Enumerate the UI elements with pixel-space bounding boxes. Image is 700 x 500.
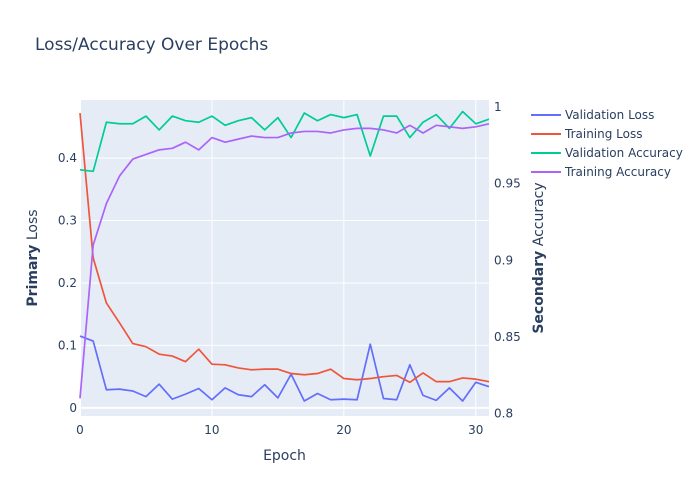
y-secondary-tick-label-0: 0.8 [494,407,513,421]
y-axis-primary-title-rest: Loss [25,209,41,244]
y-secondary-tick-label-2: 0.9 [494,253,513,267]
y-secondary-tick-label-1: 0.85 [494,330,521,344]
y-secondary-tick-label-4: 1 [494,100,502,114]
grid-layer [79,100,489,416]
y-axis-primary-title: Primary Loss [25,209,41,306]
x-tick-label-0: 0 [76,423,84,437]
legend-label-training-accuracy: Training Accuracy [564,165,671,179]
axis-layer: 0 10 20 30 0 0.1 0.2 0.3 0.4 0.8 0.85 0.9 0.95 1 [58,100,521,437]
x-tick-label-2: 20 [336,423,351,437]
series-line-training-accuracy [79,122,490,399]
legend-label-validation-loss: Validation Loss [565,108,654,122]
legend-label-validation-accuracy: Validation Accuracy [565,146,683,160]
y-primary-tick-label-0: 0 [69,401,77,415]
y-axis-primary-title-bold: Primary [25,245,41,307]
y-secondary-tick-label-3: 0.95 [494,177,521,191]
series-line-training-loss [79,113,490,384]
y-axis-secondary-title: Secondary Accuracy [531,182,547,333]
legend-label-training-loss: Training Loss [564,127,642,141]
plot-background [80,100,489,416]
series-layer [79,110,490,402]
series-line-validation-loss [79,335,490,402]
x-tick-label-1: 10 [204,423,219,437]
y-axis-secondary-title-bold: Secondary [531,251,547,334]
chart-title: Loss/Accuracy Over Epochs [35,35,268,55]
series-line-validation-accuracy [79,110,490,173]
x-tick-label-3: 30 [468,423,483,437]
y-axis-secondary-title-rest: Accuracy [531,182,547,250]
y-primary-tick-label-4: 0.4 [58,151,77,165]
y-primary-tick-label-3: 0.3 [58,214,77,228]
x-axis-title: Epoch [263,448,306,464]
legend: Validation Loss Training Loss Validation A… [531,108,683,179]
y-primary-tick-label-2: 0.2 [58,276,77,290]
y-primary-tick-label-1: 0.1 [58,338,77,352]
